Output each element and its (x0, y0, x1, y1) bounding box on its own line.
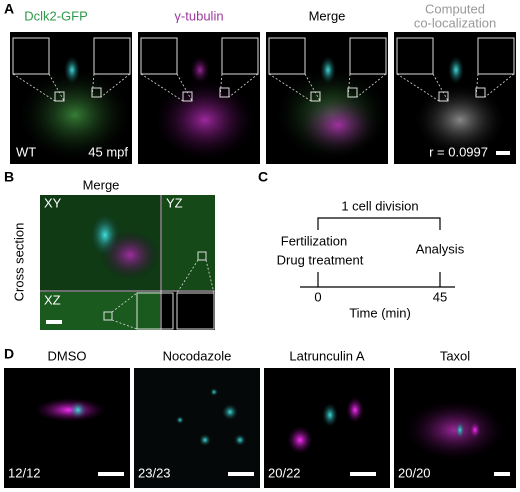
tick-label: 0 (314, 289, 321, 304)
panel-label: A (4, 1, 14, 17)
image-panel (10, 32, 132, 164)
correlation-label: r = 0.0997 (429, 144, 488, 159)
condition-label: Nocodazole (163, 348, 232, 363)
channel-label: Computed (425, 1, 485, 16)
event-label: Analysis (416, 241, 465, 256)
view-label: XZ (44, 292, 61, 307)
view-label: YZ (166, 195, 183, 210)
view-label: XY (44, 195, 62, 210)
panel-title: Merge (83, 177, 120, 192)
condition-label: Latrunculin A (289, 348, 364, 363)
count-label: 23/23 (138, 465, 171, 480)
image-panel (134, 368, 260, 488)
image-panel (394, 368, 516, 488)
image-panel (394, 32, 516, 164)
count-label: 20/20 (398, 465, 431, 480)
image-panel (4, 368, 130, 488)
inset-boxes (12, 37, 515, 102)
panel-label: D (4, 346, 14, 362)
genotype-label: WT (16, 144, 36, 159)
channel-label: Merge (309, 8, 346, 23)
side-label: Cross section (11, 223, 26, 302)
timepoint-label: 45 mpf (88, 144, 128, 159)
scale-bar (496, 151, 510, 155)
tick-label: 45 (433, 289, 447, 304)
channel-label: Dclk2-GFP (24, 8, 88, 23)
image-panel (266, 32, 388, 164)
channel-label: γ-tubulin (174, 8, 223, 23)
event-label: Fertilization (281, 233, 347, 248)
condition-label: DMSO (48, 348, 87, 363)
bracket-label: 1 cell division (341, 198, 418, 213)
timeline (300, 217, 455, 288)
image-panel (40, 195, 215, 330)
condition-label: Taxol (440, 348, 470, 363)
panel-label: B (4, 169, 14, 185)
image-panel (138, 32, 260, 164)
event-label: Drug treatment (277, 252, 364, 267)
axis-label: Time (min) (349, 305, 411, 320)
panel-label: C (258, 169, 268, 185)
channel-label: co-localization (414, 15, 496, 30)
image-panel (264, 368, 390, 488)
count-label: 12/12 (8, 465, 41, 480)
count-label: 20/22 (268, 465, 301, 480)
